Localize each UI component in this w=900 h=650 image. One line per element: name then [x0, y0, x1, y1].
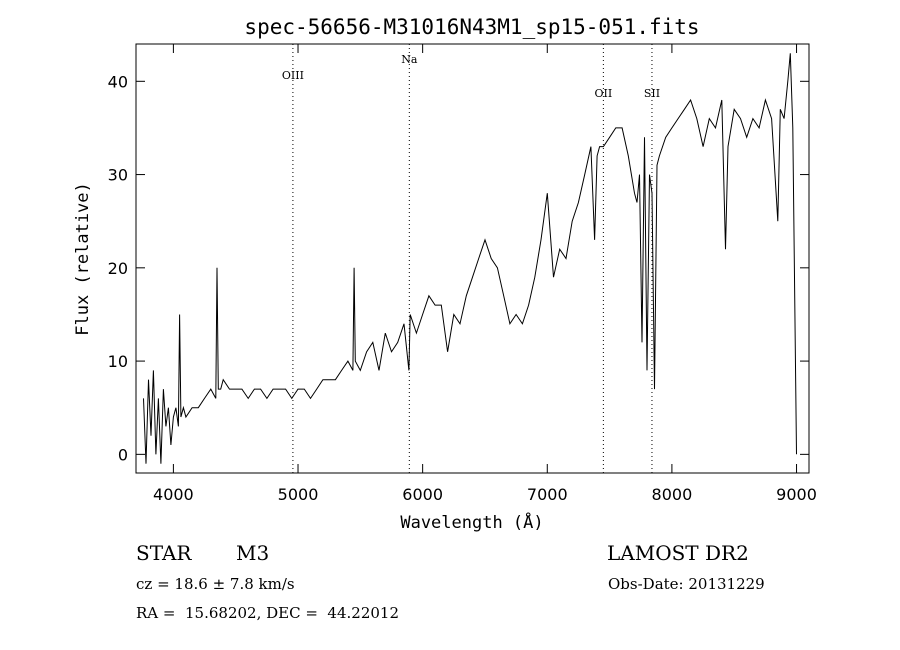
- chart-title: spec-56656-M31016N43M1_sp15-051.fits: [244, 15, 699, 39]
- spectral-line-label: OII: [595, 87, 613, 100]
- observation-date: Obs-Date: 20131229: [608, 575, 765, 593]
- object-type: STAR: [136, 541, 192, 565]
- spectral-line-markers: OIII Na OII SII: [282, 44, 660, 473]
- x-tick-label: 9000: [776, 485, 817, 504]
- x-tick-label: 7000: [527, 485, 568, 504]
- plot-frame: [135, 43, 810, 474]
- survey-name: LAMOST DR2: [607, 541, 749, 565]
- y-tick-label: 20: [108, 259, 128, 278]
- y-tick-label: 40: [108, 72, 128, 91]
- spectrum-series-line: [143, 53, 797, 464]
- x-tick-label: 6000: [402, 485, 443, 504]
- spectral-line-label: OIII: [282, 69, 304, 82]
- spectral-line-label: SII: [644, 87, 660, 100]
- x-tick-label: 4000: [153, 485, 194, 504]
- spectral-line-label: Na: [401, 53, 418, 66]
- x-axis-label: Wavelength (Å): [400, 511, 543, 533]
- x-tick-label: 8000: [652, 485, 693, 504]
- object-subclass: M3: [236, 541, 270, 565]
- redshift-cz: cz = 18.6 ± 7.8 km/s: [136, 575, 295, 593]
- y-axis-label: Flux (relative): [73, 182, 93, 336]
- x-tick-label: 5000: [278, 485, 319, 504]
- y-tick-label: 0: [118, 445, 128, 464]
- axis-ticks: 4000 5000 6000 7000 8000 9000 0 10 20 30 40: [108, 44, 817, 504]
- y-tick-label: 30: [108, 166, 128, 185]
- coordinates: RA = 15.68202, DEC = 44.22012: [136, 604, 400, 622]
- y-tick-label: 10: [108, 352, 128, 371]
